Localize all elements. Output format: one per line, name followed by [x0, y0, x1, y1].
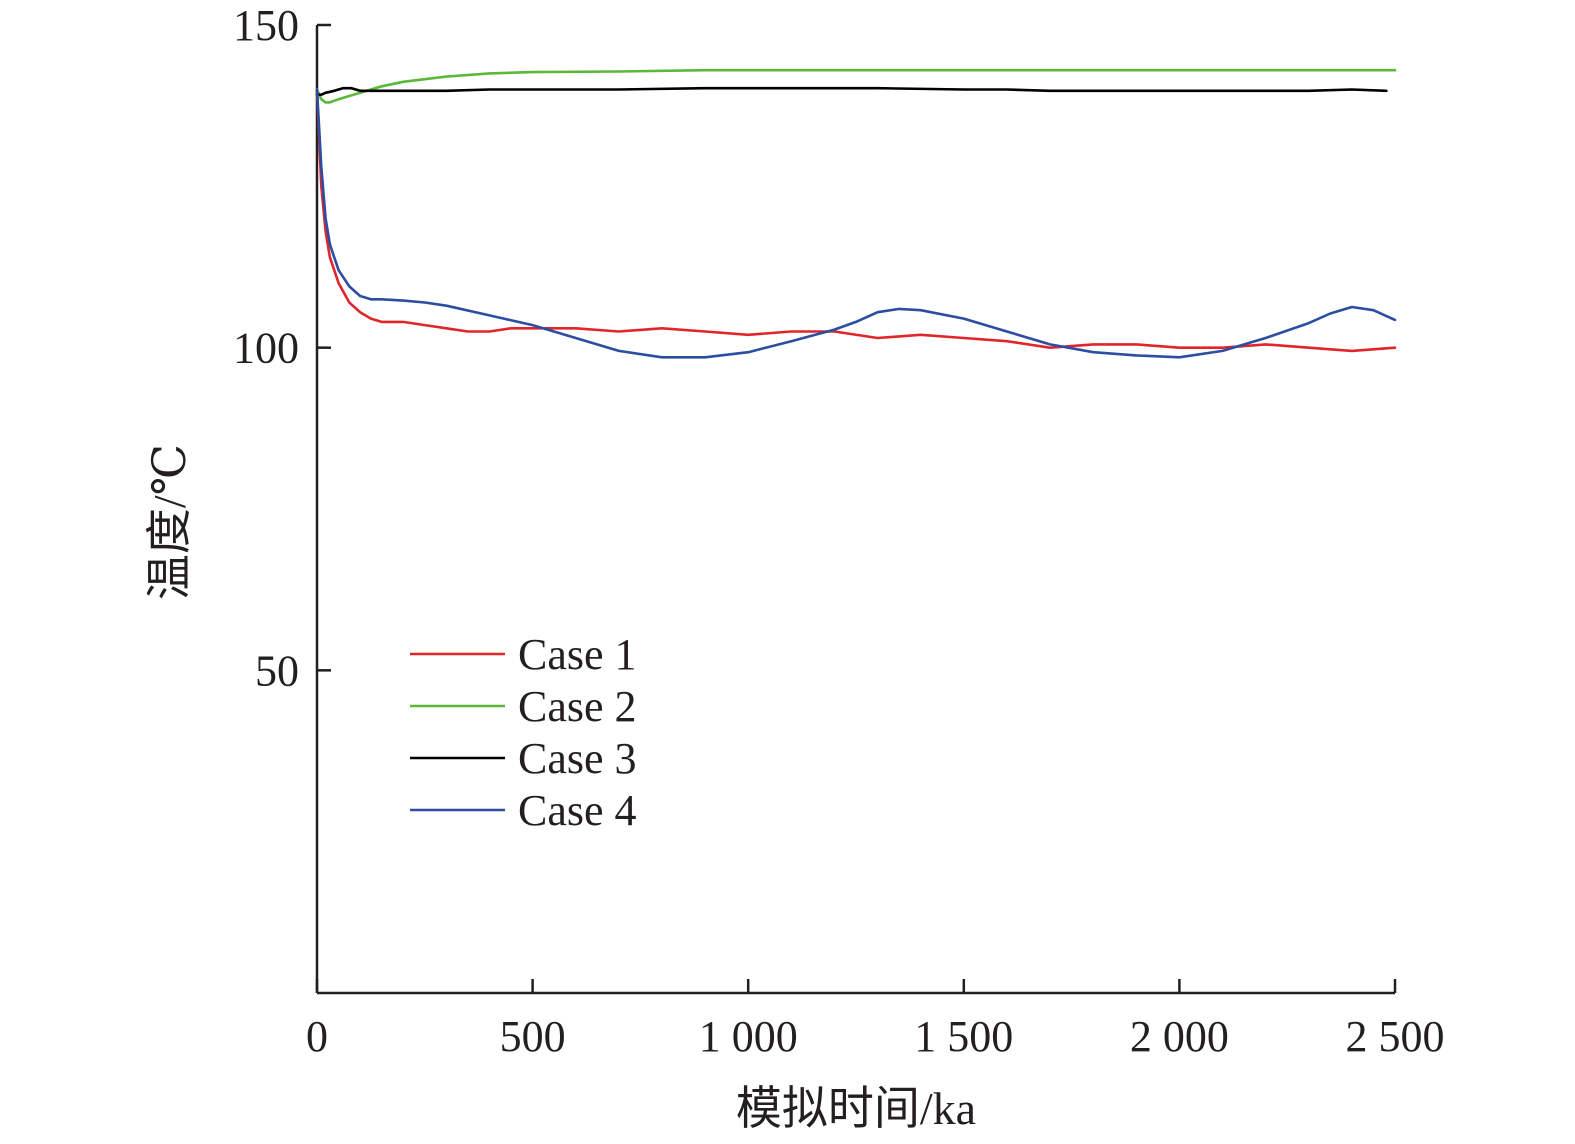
- legend-label: Case 1: [518, 630, 637, 679]
- series-layer: [315, 68, 1397, 359]
- x-axis-title: 模拟时间/ka: [736, 1083, 976, 1134]
- legend-label: Case 3: [518, 734, 637, 783]
- legend-label: Case 4: [518, 786, 637, 835]
- y-tick-label: 100: [233, 324, 299, 373]
- y-tick-label: 50: [255, 646, 299, 695]
- y-axis-title: 温度/℃: [144, 444, 195, 600]
- series-line-case-4: [315, 88, 1397, 359]
- x-ticks: 0 500 1 000 1 500 2 000 2 500: [306, 979, 1445, 1061]
- x-tick-label: 0: [306, 1012, 328, 1061]
- x-tick-label: 1 000: [699, 1012, 798, 1061]
- series-line-case-3: [315, 86, 1388, 96]
- series-line-case-2: [315, 68, 1397, 104]
- legend-label: Case 2: [518, 682, 637, 731]
- x-tick-label: 1 500: [914, 1012, 1013, 1061]
- y-ticks: 50 100 150: [233, 1, 331, 695]
- x-tick-label: 2 500: [1346, 1012, 1445, 1061]
- y-tick-label: 150: [233, 1, 299, 50]
- x-tick-label: 2 000: [1130, 1012, 1229, 1061]
- axes: 0 500 1 000 1 500 2 000 2 500 50 100 150: [233, 1, 1445, 1061]
- series-line-case-1: [315, 88, 1397, 353]
- x-tick-label: 500: [500, 1012, 566, 1061]
